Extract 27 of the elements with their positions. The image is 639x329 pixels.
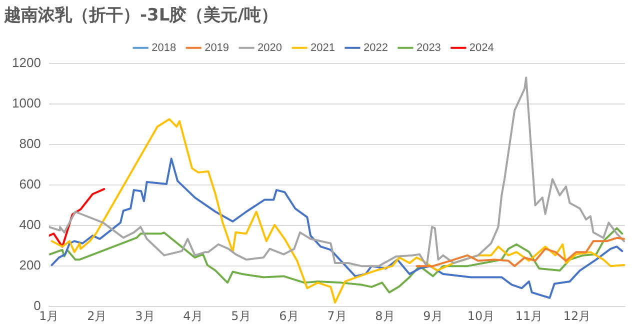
y-tick-label: 200 — [19, 258, 41, 273]
legend-label: 2020 — [258, 42, 282, 54]
x-tick-label: 5月 — [231, 308, 251, 323]
x-tick-label: 9月 — [423, 308, 443, 323]
x-tick-label: 8月 — [375, 308, 395, 323]
chart-title: 越南浓乳（折干）-3L胶（美元/吨） — [3, 6, 278, 26]
x-tick-label: 2月 — [87, 308, 107, 323]
y-tick-label: 400 — [19, 217, 41, 232]
x-tick-label: 11月 — [515, 308, 543, 323]
x-tick-label: 6月 — [279, 308, 299, 323]
y-tick-label: 800 — [19, 136, 41, 152]
legend-label: 2023 — [416, 42, 441, 54]
y-tick-label: 600 — [19, 176, 41, 192]
x-tick-label: 4月 — [183, 308, 203, 323]
legend-label: 2018 — [152, 42, 176, 54]
legend-label: 2022 — [363, 42, 388, 54]
x-tick-label: 1月 — [39, 308, 59, 323]
y-tick-label: 1000 — [12, 96, 41, 111]
y-tick-label: 0 — [34, 298, 41, 314]
x-tick-label: 3月 — [135, 308, 155, 323]
y-tick-label: 1200 — [12, 54, 41, 70]
x-tick-label: 10月 — [467, 308, 495, 323]
legend-label: 2024 — [469, 42, 494, 54]
x-tick-label: 7月 — [327, 308, 347, 323]
legend-label: 2019 — [204, 42, 230, 54]
legend-label: 2021 — [310, 42, 335, 54]
x-tick-label: 12月 — [563, 308, 591, 323]
